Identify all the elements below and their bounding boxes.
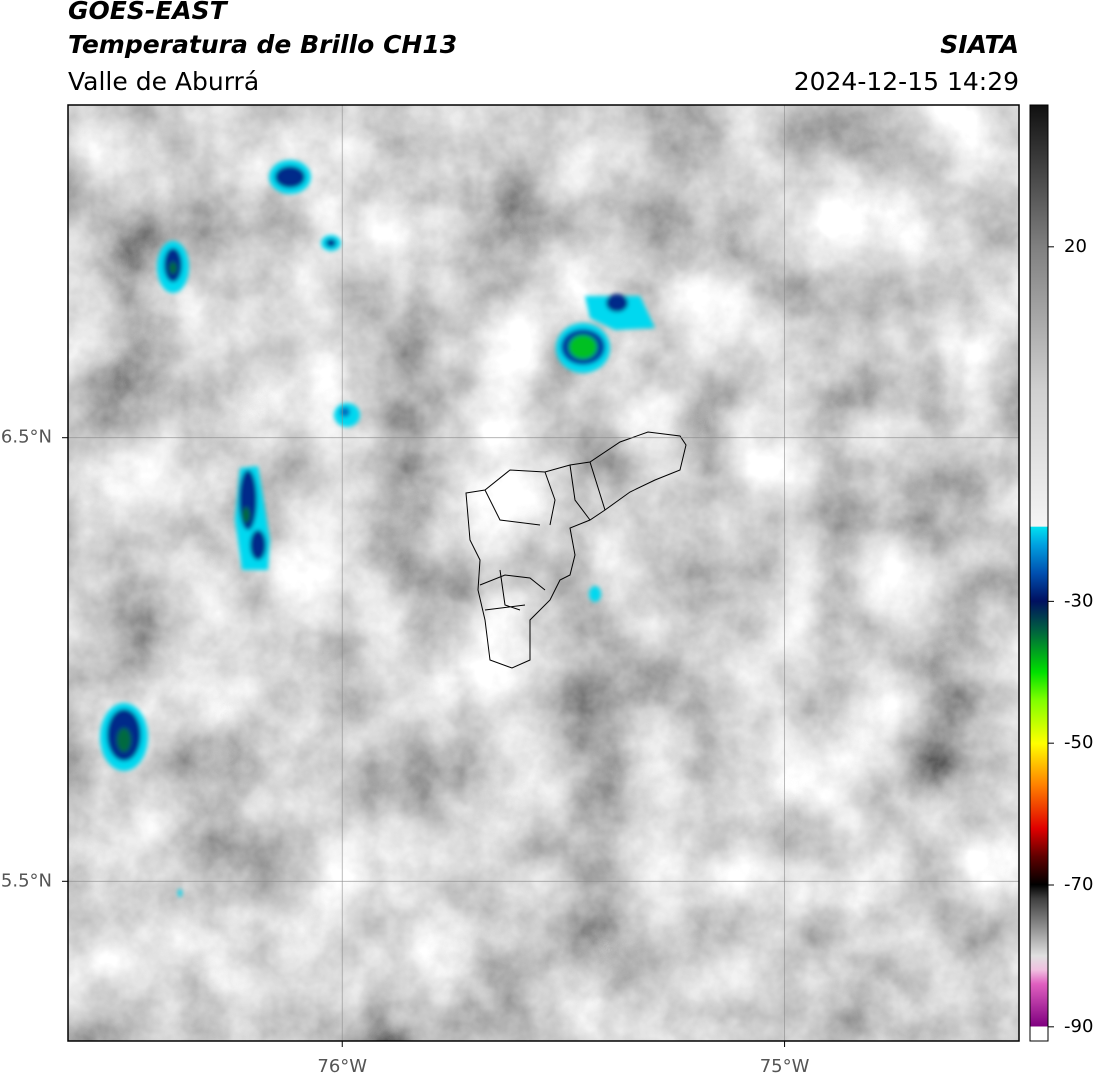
title: GOES-EAST [68,0,229,25]
datetime: 2024-12-15 14:29 [794,67,1019,96]
colorbar-tick-label: -50 [1064,732,1093,753]
colorbar-tick-label: -90 [1064,1016,1093,1037]
source: SIATA [940,30,1019,59]
colorbar-tick-label: -30 [1064,590,1093,611]
municipal-boundaries [465,431,687,669]
region: Valle de Aburrá [68,67,259,96]
y-tick-label: 5.5°N [1,870,52,891]
x-tick-label: 76°W [317,1056,367,1077]
colorbar-tick-label: 20 [1064,236,1087,257]
brightness-field [68,105,1019,1041]
y-tick-label: 6.5°N [1,427,52,448]
grid [68,105,1019,1041]
x-tick-label: 75°W [760,1056,810,1077]
colorbar-tick-label: -70 [1064,874,1093,895]
colorbar [1029,104,1049,1042]
map-frame [67,104,1020,1042]
subtitle: Temperatura de Brillo CH13 [68,30,457,59]
map-image [68,105,1019,1041]
